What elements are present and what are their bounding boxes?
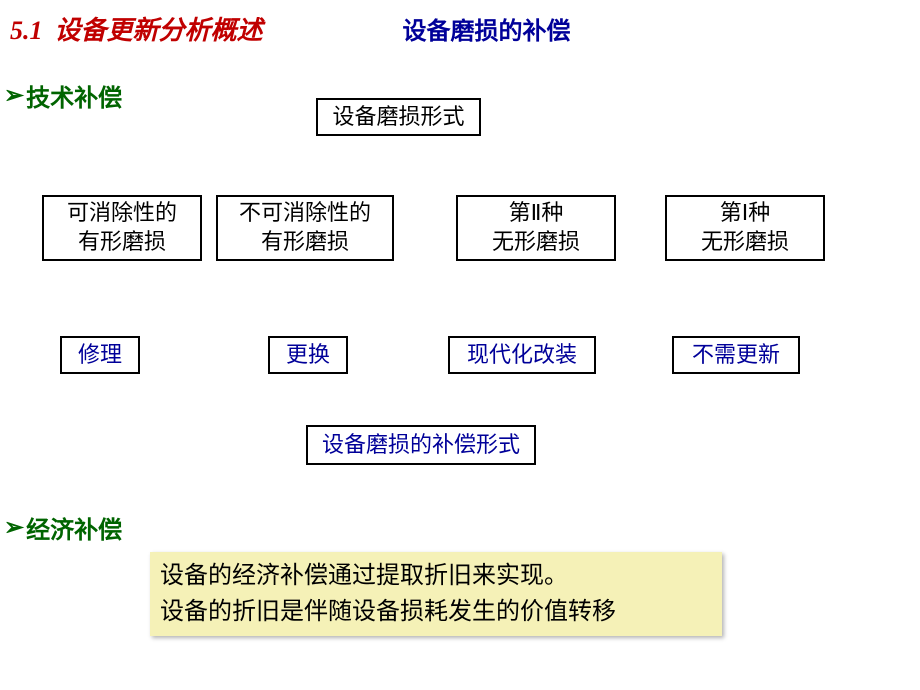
box-line: 更换 — [286, 341, 330, 370]
box-act4: 不需更新 — [672, 336, 800, 374]
section-subtitle: 设备磨损的补偿 — [403, 11, 571, 46]
box-act2: 更换 — [268, 336, 348, 374]
bullet-0: ➢技术补偿 — [4, 78, 122, 113]
box-cat1: 可消除性的有形磨损 — [42, 195, 202, 261]
box-line: 可消除性的 — [67, 199, 177, 228]
box-line: 不可消除性的 — [239, 199, 371, 228]
box-line: 第Ⅱ种 — [509, 199, 564, 228]
box-line: 设备磨损形式 — [332, 103, 464, 132]
highlight-note: 设备的经济补偿通过提取折旧来实现。设备的折旧是伴随设备损耗发生的价值转移 — [150, 552, 722, 636]
box-bottom: 设备磨损的补偿形式 — [306, 425, 536, 465]
box-line: 无形磨损 — [701, 228, 789, 257]
bullet-label: 技术补偿 — [26, 78, 122, 113]
box-act3: 现代化改装 — [448, 336, 596, 374]
box-line: 有形磨损 — [78, 228, 166, 257]
chevron-right-icon: ➢ — [4, 513, 24, 542]
box-line: 不需更新 — [692, 341, 780, 370]
box-line: 有形磨损 — [261, 228, 349, 257]
bullet-1: ➢经济补偿 — [4, 510, 122, 545]
bullet-label: 经济补偿 — [26, 510, 122, 545]
box-act1: 修理 — [60, 336, 140, 374]
box-cat3: 第Ⅱ种无形磨损 — [456, 195, 616, 261]
box-line: 设备磨损的补偿形式 — [322, 431, 520, 460]
box-cat2: 不可消除性的有形磨损 — [216, 195, 394, 261]
box-root: 设备磨损形式 — [316, 98, 481, 136]
section-title: 设备更新分析概述 — [55, 10, 263, 47]
section-number: 5.1 — [10, 16, 43, 46]
highlight-line: 设备的折旧是伴随设备损耗发生的价值转移 — [160, 594, 712, 630]
box-line: 第Ⅰ种 — [720, 199, 771, 228]
box-cat4: 第Ⅰ种无形磨损 — [665, 195, 825, 261]
chevron-right-icon: ➢ — [4, 81, 24, 110]
highlight-line: 设备的经济补偿通过提取折旧来实现。 — [160, 558, 712, 594]
box-line: 修理 — [78, 341, 122, 370]
box-line: 无形磨损 — [492, 228, 580, 257]
box-line: 现代化改装 — [467, 341, 577, 370]
